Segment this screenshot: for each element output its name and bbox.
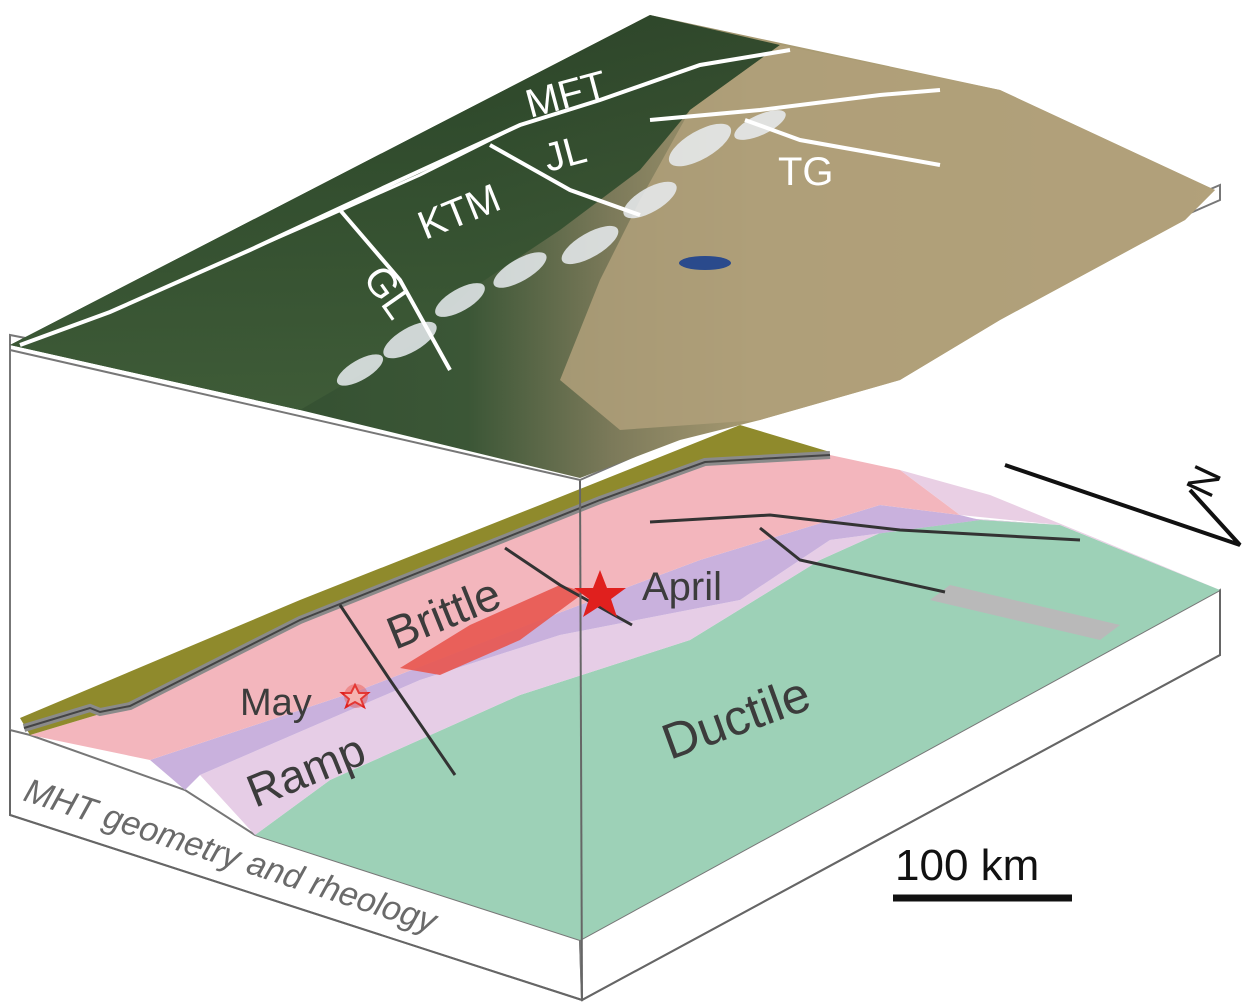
jl-fault bbox=[489, 143, 641, 217]
gl-fault bbox=[338, 208, 452, 371]
jl-fault-trace bbox=[504, 546, 633, 627]
brittle-zone bbox=[30, 455, 960, 760]
terrain-block: MFT JL KTM GL TG bbox=[9, 15, 1221, 730]
may-star-halo bbox=[344, 684, 368, 708]
mft-fault bbox=[19, 48, 791, 347]
thrust-trace-edge bbox=[23, 454, 831, 729]
may-star bbox=[339, 682, 371, 710]
lake bbox=[679, 256, 731, 270]
front-vertical-edge bbox=[579, 479, 583, 1001]
tg-fault-2 bbox=[744, 118, 941, 167]
upper-right-zone bbox=[900, 470, 1220, 590]
north-arrow-shaft bbox=[1004, 463, 1242, 547]
forest-belt bbox=[10, 15, 780, 410]
snow-peaks bbox=[336, 110, 786, 386]
may-label: May bbox=[240, 682, 312, 724]
rupture-zone bbox=[400, 585, 585, 675]
scale-bar: 100 km bbox=[893, 841, 1072, 902]
tg-fault-trace-2 bbox=[759, 526, 946, 594]
mft-fault-2 bbox=[249, 123, 521, 252]
gray-strip bbox=[930, 585, 1120, 640]
tg-fault-trace-1 bbox=[649, 513, 1081, 542]
ductile-zone bbox=[255, 515, 1220, 940]
tg-fault-1 bbox=[649, 88, 941, 122]
april-label: April bbox=[642, 565, 722, 609]
ramp-zone bbox=[150, 505, 980, 790]
scale-bar-label: 100 km bbox=[895, 841, 1039, 890]
mht-block: Brittle April May Ramp Ductile MHT geome… bbox=[9, 425, 1221, 1002]
gl-fault-trace bbox=[338, 604, 457, 776]
april-star bbox=[574, 570, 626, 617]
tg-label: TG bbox=[778, 150, 834, 194]
transition-zone bbox=[200, 515, 1060, 835]
north-arrow-label: N bbox=[1178, 459, 1230, 504]
